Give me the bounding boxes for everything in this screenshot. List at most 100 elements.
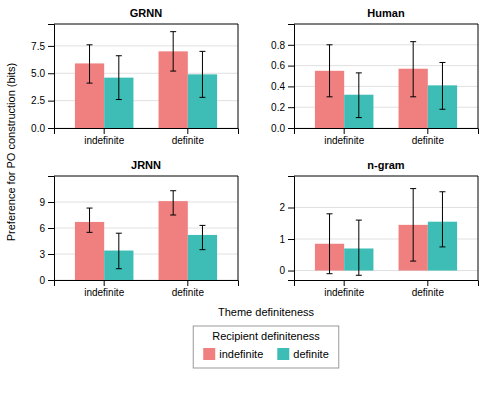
- error-bar: [170, 32, 176, 71]
- axis-domain: [288, 177, 295, 281]
- frame: [294, 24, 478, 25]
- tick-label: definite: [412, 287, 445, 298]
- tick-mark: [288, 128, 294, 129]
- tick-label: 6: [39, 223, 45, 234]
- tick-mark: [187, 128, 188, 134]
- tick: definite: [172, 128, 205, 146]
- tick-mark: [288, 45, 294, 46]
- tick: indefinite: [84, 128, 124, 146]
- tick-label: indefinite: [84, 287, 124, 298]
- panel: 0369indefinitedefiniteJRNN: [39, 159, 238, 298]
- tick-mark: [48, 280, 54, 281]
- tick: 0.0: [31, 123, 54, 134]
- x-axis: indefinite definite: [295, 280, 479, 298]
- tick-label: definite: [412, 135, 445, 146]
- tick-label: 0.0: [271, 123, 285, 134]
- tick-label: 0.6: [271, 60, 285, 71]
- frame: [238, 176, 239, 280]
- grid: [294, 45, 478, 128]
- tick: 2.5: [31, 95, 54, 106]
- grid-line: [54, 202, 238, 203]
- error-bar: [327, 45, 333, 97]
- y-axis: 0369: [39, 177, 54, 286]
- tick-mark: [48, 228, 54, 229]
- tick: indefinite: [324, 128, 364, 146]
- tick-mark: [288, 66, 294, 67]
- axis-domain: [288, 25, 295, 129]
- legend-label: definite: [293, 348, 328, 360]
- legend: Recipient definitenessindefinitedefinite: [193, 326, 339, 368]
- tick-mark: [288, 107, 294, 108]
- tick-mark: [48, 254, 54, 255]
- tick-label: 9: [39, 197, 45, 208]
- error-bar: [327, 214, 333, 274]
- tick-mark: [288, 271, 294, 272]
- frame: [478, 176, 479, 280]
- tick-label: 0.4: [271, 81, 285, 92]
- grid-line: [294, 44, 478, 45]
- legend-frame: [193, 326, 339, 368]
- tick: definite: [172, 280, 205, 298]
- tick-label: definite: [172, 287, 205, 298]
- error-bar: [116, 56, 122, 100]
- error-bar: [170, 191, 176, 215]
- error-bar: [410, 189, 416, 261]
- tick: 9: [39, 197, 54, 208]
- tick-mark: [48, 46, 54, 47]
- grid-line: [294, 207, 478, 208]
- panel: 012 indefinite definite n-gram: [279, 159, 478, 298]
- tick-mark: [48, 73, 54, 74]
- tick: indefinite: [324, 280, 364, 298]
- error-bar: [199, 225, 205, 249]
- tick-mark: [288, 239, 294, 240]
- tick: 0.8: [271, 40, 294, 51]
- tick-mark: [48, 128, 54, 129]
- x-axis: indefinite definite: [295, 128, 479, 146]
- marks: [75, 191, 217, 280]
- frame: [478, 24, 479, 128]
- tick-mark: [187, 280, 188, 286]
- tick: 0.2: [271, 102, 294, 113]
- tick-label: 2.5: [31, 95, 45, 106]
- legend-item: indefinite: [203, 348, 263, 360]
- tick-label: 0.8: [271, 40, 285, 51]
- tick: 0.6: [271, 60, 294, 71]
- tick-label: 2: [279, 202, 285, 213]
- tick-mark: [427, 280, 428, 286]
- axis-domain: [55, 129, 239, 135]
- error-bar: [116, 233, 122, 269]
- x-axis-title: Theme definiteness: [218, 306, 314, 318]
- panel-title: JRNN: [131, 159, 161, 171]
- tick: 7.5: [31, 41, 54, 52]
- panel-title: n-gram: [367, 159, 405, 171]
- panel: 0.00.20.40.60.8indefinitedefiniteHuman: [271, 7, 478, 146]
- x-axis: indefinite definite: [55, 280, 239, 298]
- y-axis: 012: [279, 177, 294, 281]
- error-bar: [87, 208, 93, 232]
- tick-mark: [344, 280, 345, 286]
- tick-label: indefinite: [324, 287, 364, 298]
- legend-swatch: [277, 348, 289, 360]
- panel: 0.0 2.5 5.0 7.5 indefinite definite GRNN: [31, 7, 238, 146]
- tick-mark: [288, 86, 294, 87]
- tick-label: 5.0: [31, 68, 45, 79]
- tick: definite: [412, 128, 445, 146]
- tick-label: 0: [39, 275, 45, 286]
- frame: [238, 24, 239, 128]
- axis-domain: [48, 177, 55, 281]
- tick-label: indefinite: [84, 135, 124, 146]
- panel-title: GRNN: [130, 7, 162, 19]
- grid-line: [54, 45, 238, 46]
- y-axis: 0.0 2.5 5.0 7.5: [31, 25, 54, 134]
- tick: 0: [39, 275, 54, 286]
- error-bar: [410, 42, 416, 97]
- legend-item: definite: [277, 348, 328, 360]
- axis-domain: [55, 281, 239, 287]
- axis-domain: [295, 129, 479, 135]
- tick-label: definite: [172, 135, 205, 146]
- tick: definite: [412, 280, 445, 298]
- marks: [75, 32, 217, 128]
- tick-label: 0.2: [271, 102, 285, 113]
- y-axis-title: Preference for PO construction (bits): [5, 63, 17, 242]
- x-axis: indefinite definite: [55, 128, 239, 146]
